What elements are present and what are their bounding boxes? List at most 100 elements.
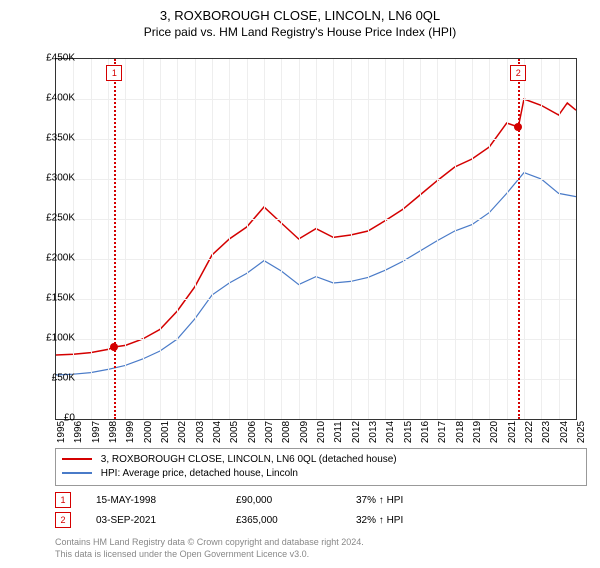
transaction-price: £90,000 bbox=[236, 495, 356, 506]
gridline-v bbox=[524, 59, 525, 419]
gridline-v bbox=[299, 59, 300, 419]
gridline-v bbox=[195, 59, 196, 419]
gridline-v bbox=[420, 59, 421, 419]
x-axis-label: 2005 bbox=[229, 421, 240, 443]
x-axis-label: 2021 bbox=[507, 421, 518, 443]
gridline-v bbox=[125, 59, 126, 419]
footer-line: Contains HM Land Registry data © Crown c… bbox=[55, 536, 364, 548]
transaction-row: 1 15-MAY-1998 £90,000 37% ↑ HPI bbox=[55, 492, 575, 508]
gridline-v bbox=[559, 59, 560, 419]
gridline-v bbox=[385, 59, 386, 419]
gridline-v bbox=[229, 59, 230, 419]
y-axis-label: £100K bbox=[25, 333, 75, 344]
y-axis-label: £200K bbox=[25, 253, 75, 264]
legend-label: HPI: Average price, detached house, Linc… bbox=[101, 468, 298, 479]
footer-attribution: Contains HM Land Registry data © Crown c… bbox=[55, 536, 364, 560]
y-axis-label: £50K bbox=[25, 373, 75, 384]
chart-plot-area: 1995199619971998199920002001200220032004… bbox=[55, 58, 577, 420]
chart-title-sub: Price paid vs. HM Land Registry's House … bbox=[0, 25, 600, 39]
gridline-v bbox=[368, 59, 369, 419]
y-axis-label: £150K bbox=[25, 293, 75, 304]
gridline-v bbox=[281, 59, 282, 419]
legend-item: 3, ROXBOROUGH CLOSE, LINCOLN, LN6 0QL (d… bbox=[62, 453, 580, 467]
chart-title-main: 3, ROXBOROUGH CLOSE, LINCOLN, LN6 0QL bbox=[0, 8, 600, 23]
legend-label: 3, ROXBOROUGH CLOSE, LINCOLN, LN6 0QL (d… bbox=[101, 454, 397, 465]
gridline-v bbox=[177, 59, 178, 419]
x-axis-label: 2022 bbox=[524, 421, 535, 443]
gridline-v bbox=[108, 59, 109, 419]
x-axis-label: 2006 bbox=[247, 421, 258, 443]
gridline-v bbox=[212, 59, 213, 419]
gridline-v bbox=[316, 59, 317, 419]
gridline-v bbox=[472, 59, 473, 419]
transaction-hpi-diff: 37% ↑ HPI bbox=[356, 495, 403, 506]
x-axis-label: 2011 bbox=[333, 421, 344, 443]
x-axis-label: 2019 bbox=[472, 421, 483, 443]
y-axis-label: £350K bbox=[25, 133, 75, 144]
x-axis-label: 2003 bbox=[195, 421, 206, 443]
x-axis-label: 2015 bbox=[403, 421, 414, 443]
legend-item: HPI: Average price, detached house, Linc… bbox=[62, 467, 580, 481]
x-axis-label: 1997 bbox=[91, 421, 102, 443]
x-axis-label: 2002 bbox=[177, 421, 188, 443]
marker-dot bbox=[110, 343, 118, 351]
gridline-v bbox=[73, 59, 74, 419]
y-axis-label: £250K bbox=[25, 213, 75, 224]
transaction-price: £365,000 bbox=[236, 515, 356, 526]
x-axis-label: 2017 bbox=[437, 421, 448, 443]
transaction-date: 03-SEP-2021 bbox=[96, 515, 236, 526]
x-axis-label: 2010 bbox=[316, 421, 327, 443]
x-axis-label: 2025 bbox=[576, 421, 587, 443]
marker-number-box: 1 bbox=[106, 65, 122, 81]
gridline-v bbox=[437, 59, 438, 419]
x-axis-label: 2007 bbox=[264, 421, 275, 443]
transaction-date: 15-MAY-1998 bbox=[96, 495, 236, 506]
x-axis-label: 2004 bbox=[212, 421, 223, 443]
y-axis-label: £400K bbox=[25, 93, 75, 104]
gridline-v bbox=[143, 59, 144, 419]
x-axis-label: 1996 bbox=[73, 421, 84, 443]
marker-line bbox=[518, 59, 520, 419]
x-axis-label: 2023 bbox=[541, 421, 552, 443]
x-axis-label: 2009 bbox=[299, 421, 310, 443]
x-axis-label: 1995 bbox=[56, 421, 67, 443]
transaction-row: 2 03-SEP-2021 £365,000 32% ↑ HPI bbox=[55, 512, 575, 528]
x-axis-label: 2008 bbox=[281, 421, 292, 443]
x-axis-label: 2018 bbox=[455, 421, 466, 443]
gridline-v bbox=[403, 59, 404, 419]
y-axis-label: £0 bbox=[25, 413, 75, 424]
x-axis-label: 2012 bbox=[351, 421, 362, 443]
x-axis-label: 2001 bbox=[160, 421, 171, 443]
marker-dot bbox=[514, 123, 522, 131]
x-axis-label: 2016 bbox=[420, 421, 431, 443]
x-axis-label: 1999 bbox=[125, 421, 136, 443]
y-axis-label: £450K bbox=[25, 53, 75, 64]
marker-line bbox=[114, 59, 116, 419]
y-axis-label: £300K bbox=[25, 173, 75, 184]
legend: 3, ROXBOROUGH CLOSE, LINCOLN, LN6 0QL (d… bbox=[55, 448, 587, 486]
gridline-v bbox=[160, 59, 161, 419]
x-axis-label: 2024 bbox=[559, 421, 570, 443]
x-axis-label: 2013 bbox=[368, 421, 379, 443]
gridline-v bbox=[91, 59, 92, 419]
transaction-marker-box: 1 bbox=[55, 492, 71, 508]
gridline-v bbox=[264, 59, 265, 419]
marker-number-box: 2 bbox=[510, 65, 526, 81]
gridline-v bbox=[247, 59, 248, 419]
x-axis-label: 1998 bbox=[108, 421, 119, 443]
gridline-v bbox=[351, 59, 352, 419]
legend-swatch bbox=[62, 458, 92, 460]
gridline-v bbox=[489, 59, 490, 419]
gridline-v bbox=[507, 59, 508, 419]
gridline-v bbox=[541, 59, 542, 419]
transaction-hpi-diff: 32% ↑ HPI bbox=[356, 515, 403, 526]
legend-swatch bbox=[62, 472, 92, 474]
gridline-v bbox=[455, 59, 456, 419]
gridline-v bbox=[333, 59, 334, 419]
footer-line: This data is licensed under the Open Gov… bbox=[55, 548, 364, 560]
transaction-marker-box: 2 bbox=[55, 512, 71, 528]
x-axis-label: 2000 bbox=[143, 421, 154, 443]
x-axis-label: 2014 bbox=[385, 421, 396, 443]
x-axis-label: 2020 bbox=[489, 421, 500, 443]
chart-container: 3, ROXBOROUGH CLOSE, LINCOLN, LN6 0QL Pr… bbox=[0, 8, 600, 568]
